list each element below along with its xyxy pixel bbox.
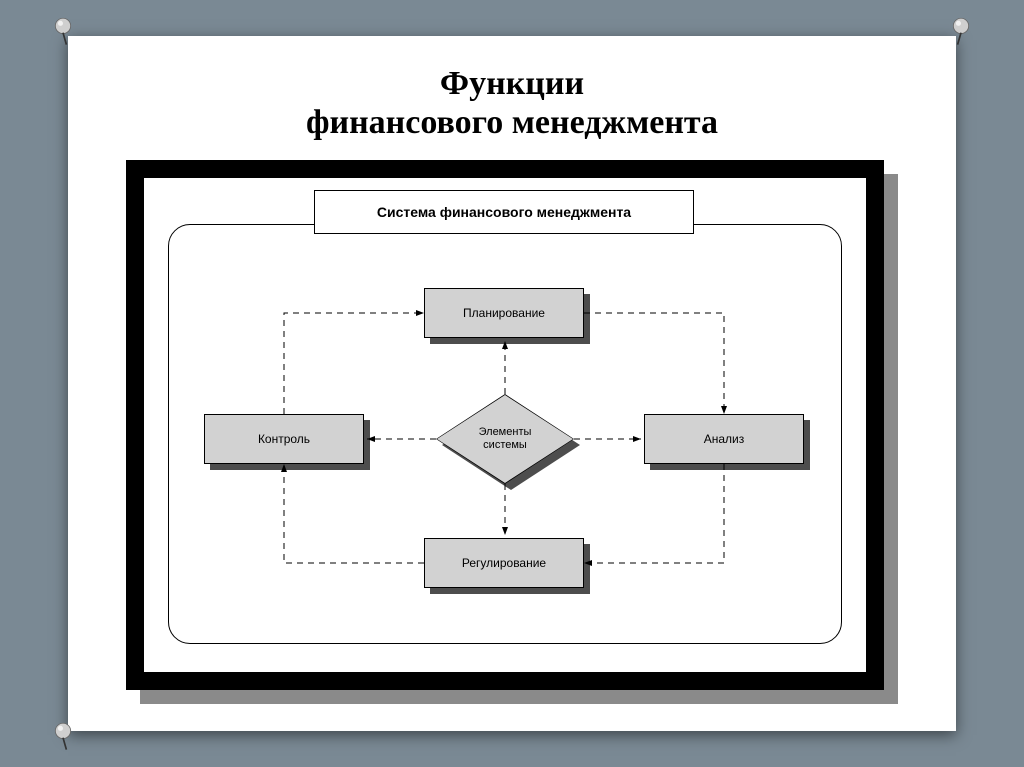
node-planning: Планирование	[424, 288, 584, 338]
node-regulation: Регулирование	[424, 538, 584, 588]
pushpin-icon	[944, 14, 978, 48]
node-label: Анализ	[704, 432, 745, 446]
node-label: Контроль	[258, 432, 310, 446]
pushpin-icon	[46, 719, 80, 753]
diagram-frame: Система финансового менеджмента Планиров…	[126, 160, 884, 690]
slide-title: Функции финансового менеджмента	[68, 36, 956, 142]
slide-card: Функции финансового менеджмента Система …	[68, 36, 956, 731]
title-line-2: финансового менеджмента	[68, 103, 956, 142]
node-label: Регулирование	[462, 556, 546, 570]
node-label: Планирование	[463, 306, 545, 320]
node-label: Элементы системы	[479, 426, 532, 452]
pushpin-icon	[46, 14, 80, 48]
node-analysis: Анализ	[644, 414, 804, 464]
title-line-1: Функции	[68, 64, 956, 103]
node-center-diamond: Элементы системы	[436, 394, 574, 484]
node-control: Контроль	[204, 414, 364, 464]
system-title-box: Система финансового менеджмента	[314, 190, 694, 234]
diagram-canvas: Система финансового менеджмента Планиров…	[144, 178, 866, 672]
system-title-text: Система финансового менеджмента	[377, 204, 631, 220]
